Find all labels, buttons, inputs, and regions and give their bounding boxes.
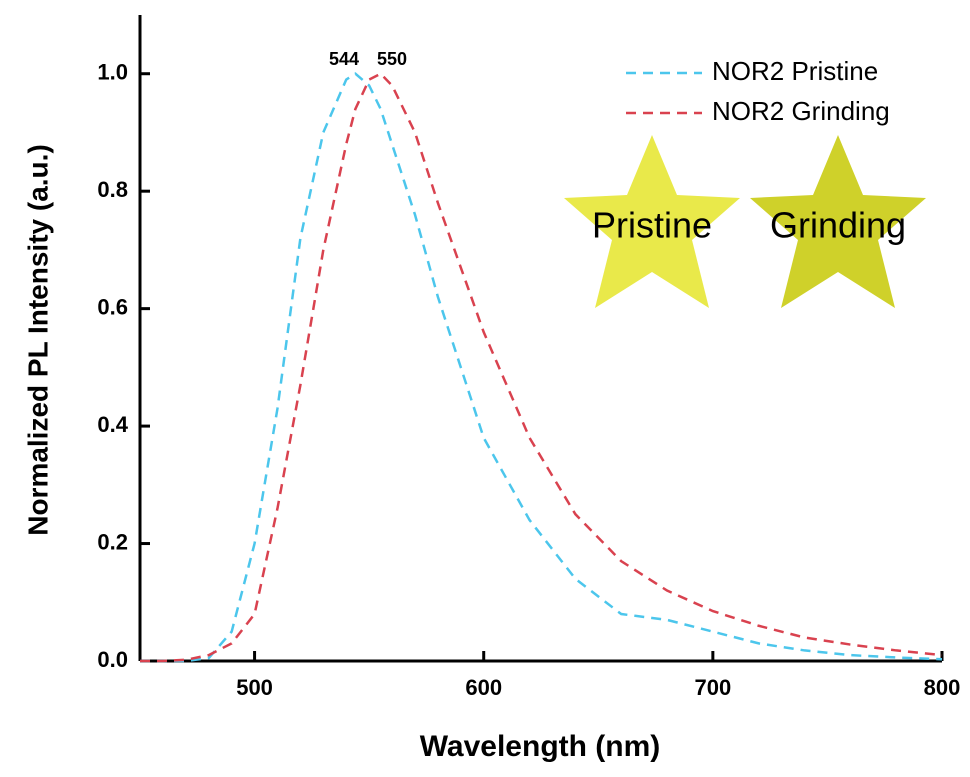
series-line <box>140 72 943 663</box>
x-tick-label: 500 <box>236 675 273 700</box>
inset-label: Grinding <box>770 205 906 246</box>
y-tick-label: 0.0 <box>97 647 128 672</box>
y-tick-label: 1.0 <box>97 60 128 85</box>
peak-label: 550 <box>377 49 407 69</box>
y-tick-label: 0.2 <box>97 529 128 554</box>
legend-label: NOR2 Pristine <box>712 56 878 86</box>
y-tick-label: 0.4 <box>97 412 128 437</box>
star-grinding <box>750 135 926 308</box>
star-inset <box>564 135 926 308</box>
series-line <box>140 72 943 663</box>
x-tick-label: 700 <box>694 675 731 700</box>
x-tick-label: 800 <box>924 675 961 700</box>
star-pristine <box>564 135 740 308</box>
x-tick-label: 600 <box>465 675 502 700</box>
y-tick-label: 0.8 <box>97 177 128 202</box>
y-axis-label: Normalized PL Intensity (a.u.) <box>22 144 53 536</box>
legend-label: NOR2 Grinding <box>712 96 890 126</box>
y-tick-label: 0.6 <box>97 294 128 319</box>
peak-label: 544 <box>329 49 359 69</box>
x-axis-label: Wavelength (nm) <box>420 730 661 763</box>
inset-label: Pristine <box>592 205 712 246</box>
